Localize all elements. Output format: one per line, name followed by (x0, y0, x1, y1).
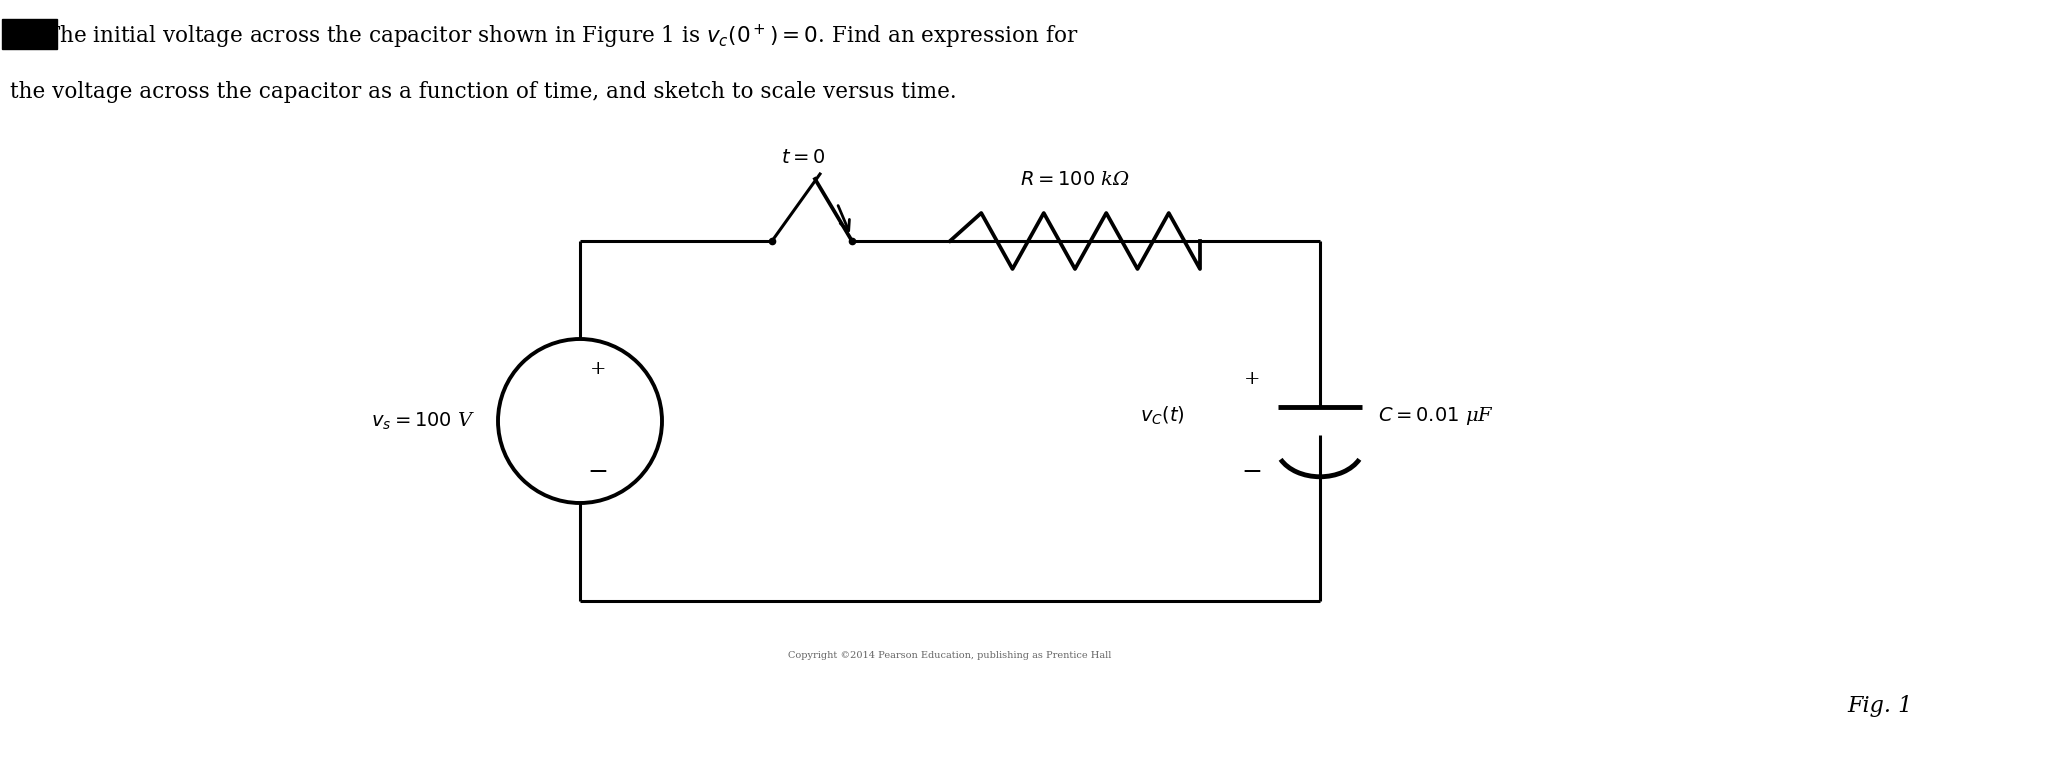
Text: Fig. 1: Fig. 1 (1848, 695, 1913, 717)
Text: −: − (587, 461, 608, 485)
Text: $t = 0$: $t = 0$ (782, 149, 827, 167)
Text: $R = 100$ kΩ: $R = 100$ kΩ (1021, 171, 1129, 189)
Text: $C = 0.01$ μF: $C = 0.01$ μF (1379, 405, 1494, 427)
Text: the voltage across the capacitor as a function of time, and sketch to scale vers: the voltage across the capacitor as a fu… (10, 81, 958, 103)
Text: Copyright ©2014 Pearson Education, publishing as Prentice Hall: Copyright ©2014 Pearson Education, publi… (788, 651, 1111, 661)
Text: The initial voltage across the capacitor shown in Figure 1 is $v_c(0^+) = 0$. Fi: The initial voltage across the capacitor… (45, 23, 1078, 51)
Text: −: − (1242, 461, 1262, 485)
Text: +: + (589, 360, 606, 378)
FancyBboxPatch shape (2, 19, 57, 49)
Text: $v_C(t)$: $v_C(t)$ (1140, 405, 1185, 427)
Text: $v_s = 100$ V: $v_s = 100$ V (370, 410, 475, 431)
Text: +: + (1244, 370, 1260, 388)
